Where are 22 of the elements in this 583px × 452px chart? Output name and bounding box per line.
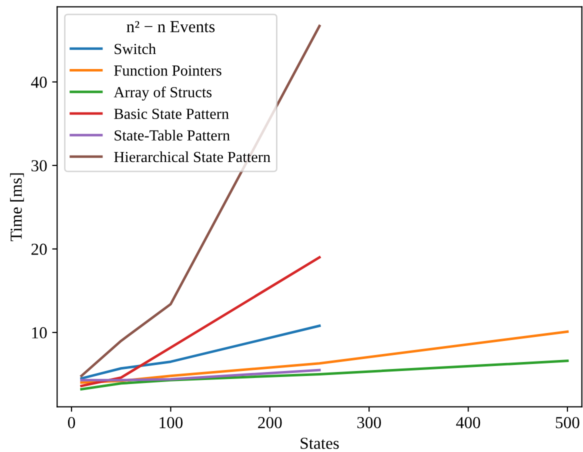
line-series bbox=[80, 256, 321, 388]
y-tick-label: 20 bbox=[31, 244, 47, 255]
y-tick-label: 30 bbox=[32, 160, 47, 172]
legend-title: n² − n Events bbox=[126, 21, 215, 32]
y-tick-label: 10 bbox=[32, 327, 47, 338]
x-tick-label: 100 bbox=[160, 417, 183, 428]
line-series bbox=[80, 324, 321, 380]
x-axis-title: States bbox=[300, 438, 339, 449]
legend-label: Function Pointers bbox=[114, 65, 222, 76]
x-tick-label: 500 bbox=[556, 417, 580, 428]
y-axis-title: Time [ms] bbox=[10, 173, 24, 242]
x-tick-label: 0 bbox=[68, 417, 76, 428]
y-tick-label: 40 bbox=[31, 76, 47, 88]
x-tick-label: 300 bbox=[357, 417, 381, 428]
x-tick-label: 200 bbox=[258, 417, 282, 428]
legend-label: Switch bbox=[114, 43, 156, 54]
legend-label: Hierarchical State Pattern bbox=[114, 151, 270, 162]
legend-label: State-Table Pattern bbox=[114, 130, 230, 141]
line-series bbox=[80, 360, 569, 391]
x-tick-label: 400 bbox=[456, 417, 480, 428]
legend-label: Array of Structs bbox=[114, 86, 212, 101]
legend-label: Basic State Pattern bbox=[114, 108, 229, 119]
